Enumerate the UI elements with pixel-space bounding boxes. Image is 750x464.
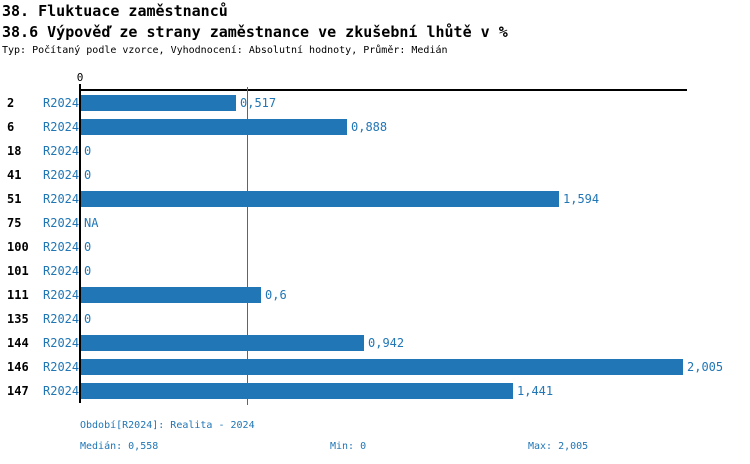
min-stat-label: Min: 0: [330, 441, 367, 452]
bar-value-label: 0,942: [368, 336, 405, 350]
bar-row: 75 R2024 NA: [0, 211, 750, 235]
bar-row: 146 R2024 2,005: [0, 355, 750, 379]
row-category-id: 101: [7, 264, 29, 278]
bar-row: 51 R2024 1,594: [0, 187, 750, 211]
bar-value-label: 0,517: [240, 96, 277, 110]
row-series-label: R2024: [43, 384, 80, 398]
bar-value-label: 0: [84, 240, 92, 254]
bar-row: 111 R2024 0,6: [0, 283, 750, 307]
row-series-label: R2024: [43, 216, 80, 230]
bar: [81, 359, 683, 375]
chart-meta-line: Typ: Počítaný podle vzorce, Vyhodnocení:…: [2, 45, 448, 56]
bar-value-label: NA: [84, 216, 99, 230]
row-category-id: 75: [7, 216, 22, 230]
bar: [81, 119, 347, 135]
bar-value-label: 1,441: [517, 384, 554, 398]
bar-value-label: 2,005: [687, 360, 724, 374]
bar-value-label: 0: [84, 144, 92, 158]
bar-row: 18 R2024 0: [0, 139, 750, 163]
y-axis-line: [79, 84, 81, 403]
bar-value-label: 1,594: [563, 192, 600, 206]
bar-rows-container: 2 R2024 0,517 6 R2024 0,888 18 R2024 0 41 R2024 0 51…: [0, 91, 750, 403]
row-series-label: R2024: [43, 96, 80, 110]
bar: [81, 95, 236, 111]
row-category-id: 100: [7, 240, 29, 254]
bar-value-label: 0: [84, 312, 92, 326]
row-series-label: R2024: [43, 360, 80, 374]
row-series-label: R2024: [43, 336, 80, 350]
bar-value-label: 0: [84, 168, 92, 182]
row-category-id: 135: [7, 312, 29, 326]
bar: [81, 287, 261, 303]
row-category-id: 111: [7, 288, 29, 302]
row-category-id: 2: [7, 96, 15, 110]
bar-value-label: 0,888: [351, 120, 388, 134]
row-series-label: R2024: [43, 240, 80, 254]
row-category-id: 18: [7, 144, 22, 158]
bar-row: 101 R2024 0: [0, 259, 750, 283]
bar-row: 41 R2024 0: [0, 163, 750, 187]
row-series-label: R2024: [43, 288, 80, 302]
bar-value-label: 0,6: [265, 288, 287, 302]
x-axis-zero-tick-label: 0: [76, 71, 84, 84]
row-category-id: 51: [7, 192, 22, 206]
row-category-id: 147: [7, 384, 29, 398]
median-reference-line: [247, 87, 248, 405]
bar: [81, 191, 559, 207]
row-series-label: R2024: [43, 144, 80, 158]
period-legend-label: Období[R2024]: Realita - 2024: [80, 420, 255, 431]
row-series-label: R2024: [43, 264, 80, 278]
row-category-id: 41: [7, 168, 22, 182]
bar-row: 144 R2024 0,942: [0, 331, 750, 355]
bar: [81, 335, 364, 351]
bar-row: 100 R2024 0: [0, 235, 750, 259]
bar: [81, 383, 513, 399]
row-category-id: 6: [7, 120, 15, 134]
bar-value-label: 0: [84, 264, 92, 278]
row-series-label: R2024: [43, 168, 80, 182]
row-series-label: R2024: [43, 120, 80, 134]
x-axis-line: [80, 89, 687, 91]
bar-row: 147 R2024 1,441: [0, 379, 750, 403]
max-stat-label: Max: 2,005: [528, 441, 589, 452]
row-category-id: 146: [7, 360, 29, 374]
row-category-id: 144: [7, 336, 29, 350]
row-series-label: R2024: [43, 192, 80, 206]
chart-title: 38. Fluktuace zaměstnanců: [2, 2, 228, 20]
row-series-label: R2024: [43, 312, 80, 326]
bar-row: 6 R2024 0,888: [0, 115, 750, 139]
median-stat-label: Medián: 0,558: [80, 441, 159, 452]
chart-subtitle: 38.6 Výpověď ze strany zaměstnance ve zk…: [2, 23, 508, 41]
bar-row: 2 R2024 0,517: [0, 91, 750, 115]
bar-row: 135 R2024 0: [0, 307, 750, 331]
